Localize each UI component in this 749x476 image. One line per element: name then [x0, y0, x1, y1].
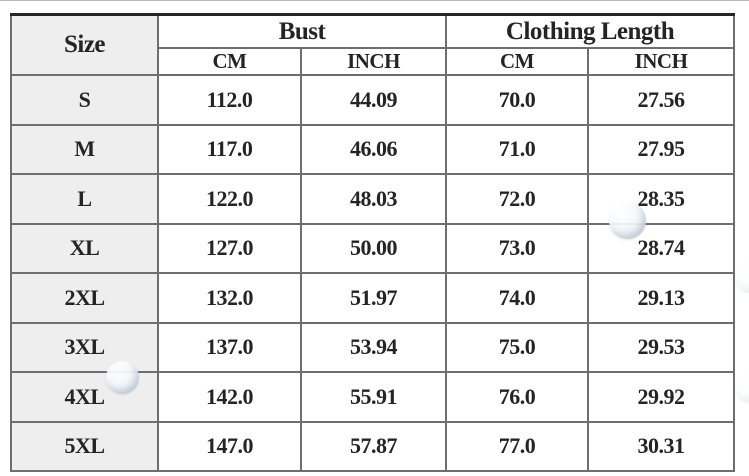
bust-cm-cell: 122.0	[157, 173, 302, 225]
table-row-2xl: 2XL 132.0 51.97 74.0 29.13	[10, 272, 736, 324]
column-group-clothing-length: Clothing Length	[445, 13, 736, 49]
bust-inch-cell: 50.00	[299, 222, 448, 274]
column-header-size: Size	[10, 13, 159, 76]
bubble-decoration	[609, 202, 646, 239]
size-cell: 3XL	[10, 321, 159, 373]
bust-inch-cell: 51.97	[299, 272, 448, 324]
length-inch-cell: 29.13	[587, 272, 736, 324]
size-chart-table: Size Bust Clothing Length CM INCH CM INC…	[10, 13, 736, 472]
size-cell: M	[10, 123, 159, 175]
size-cell: 5XL	[10, 420, 159, 472]
column-header-bust-cm: CM	[157, 47, 302, 76]
bust-inch-cell: 57.87	[299, 420, 448, 472]
size-cell: XL	[10, 222, 159, 274]
size-cell: L	[10, 173, 159, 225]
length-cm-cell: 76.0	[445, 371, 590, 423]
bust-cm-cell: 137.0	[157, 321, 302, 373]
length-cm-cell: 74.0	[445, 272, 590, 324]
table-row-3xl: 3XL 137.0 53.94 75.0 29.53	[10, 321, 736, 373]
table-row-xl: XL 127.0 50.00 73.0 28.74	[10, 222, 736, 274]
length-inch-cell: 28.74	[587, 222, 736, 274]
table-row-5xl: 5XL 147.0 57.87 77.0 30.31	[10, 420, 736, 472]
length-cm-cell: 73.0	[445, 222, 590, 274]
bust-inch-cell: 48.03	[299, 173, 448, 225]
table-row-4xl: 4XL 142.0 55.91 76.0 29.92	[10, 371, 736, 423]
length-inch-cell: 29.92	[587, 371, 736, 423]
length-inch-cell: 29.53	[587, 321, 736, 373]
table-row-s: S 112.0 44.09 70.0 27.56	[10, 74, 736, 126]
length-cm-cell: 72.0	[445, 173, 590, 225]
column-group-bust: Bust	[156, 13, 448, 49]
length-cm-cell: 77.0	[445, 420, 590, 472]
page-top-divider	[0, 0, 749, 1]
length-inch-cell: 27.95	[587, 123, 736, 175]
bust-inch-cell: 46.06	[299, 123, 448, 175]
length-cm-cell: 70.0	[445, 74, 590, 126]
header-units-row: CM INCH CM INCH	[11, 47, 736, 76]
bubble-decoration	[106, 361, 139, 394]
column-header-length-cm: CM	[445, 47, 590, 76]
length-cm-cell: 71.0	[445, 123, 590, 175]
bust-cm-cell: 117.0	[157, 123, 302, 175]
bust-cm-cell: 132.0	[157, 272, 302, 324]
bubble-decoration	[735, 373, 749, 403]
column-header-length-inch: INCH	[587, 47, 736, 76]
length-inch-cell: 27.56	[587, 74, 736, 126]
bust-cm-cell: 142.0	[157, 371, 302, 423]
table-row-l: L 122.0 48.03 72.0 28.35	[10, 173, 736, 225]
bust-cm-cell: 147.0	[157, 420, 302, 472]
header-group-row: Size Bust Clothing Length	[10, 13, 736, 76]
size-cell: 2XL	[10, 272, 159, 324]
bust-inch-cell: 44.09	[299, 74, 448, 126]
bust-inch-cell: 55.91	[299, 371, 448, 423]
table-row-m: M 117.0 46.06 71.0 27.95	[10, 123, 736, 175]
length-cm-cell: 75.0	[445, 321, 590, 373]
bust-cm-cell: 127.0	[157, 222, 302, 274]
bubble-decoration	[735, 263, 749, 293]
bust-cm-cell: 112.0	[157, 74, 302, 126]
size-cell: S	[10, 74, 159, 126]
column-header-bust-inch: INCH	[299, 47, 448, 76]
length-inch-cell: 30.31	[587, 420, 736, 472]
bust-inch-cell: 53.94	[299, 321, 448, 373]
